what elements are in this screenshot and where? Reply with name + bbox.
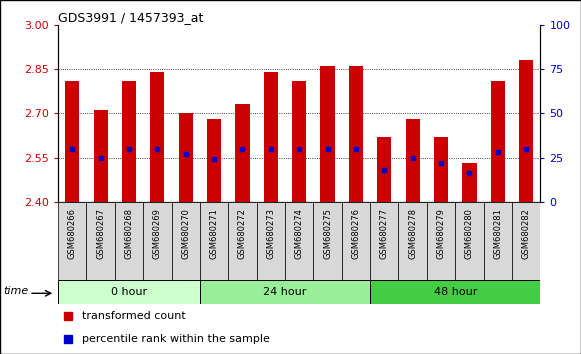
Bar: [65, 81, 80, 202]
Text: GSM680271: GSM680271: [210, 208, 218, 259]
Bar: [512, 202, 540, 280]
Text: GSM680278: GSM680278: [408, 208, 417, 259]
Text: 24 hour: 24 hour: [263, 287, 307, 297]
Bar: [264, 72, 278, 202]
Bar: [370, 280, 540, 304]
Text: GSM680279: GSM680279: [436, 208, 446, 259]
Text: 48 hour: 48 hour: [433, 287, 477, 297]
Bar: [434, 137, 448, 202]
Text: GSM680267: GSM680267: [96, 208, 105, 259]
Bar: [58, 280, 200, 304]
Bar: [491, 81, 505, 202]
Text: GSM680282: GSM680282: [522, 208, 530, 259]
Bar: [87, 202, 115, 280]
Bar: [285, 202, 313, 280]
Bar: [200, 280, 370, 304]
Bar: [377, 137, 392, 202]
Text: 0 hour: 0 hour: [111, 287, 147, 297]
Bar: [462, 164, 476, 202]
Bar: [321, 66, 335, 202]
Bar: [292, 81, 306, 202]
Bar: [313, 202, 342, 280]
Bar: [456, 202, 483, 280]
Bar: [257, 202, 285, 280]
Text: GDS3991 / 1457393_at: GDS3991 / 1457393_at: [58, 11, 203, 24]
Bar: [228, 202, 257, 280]
Text: GSM680269: GSM680269: [153, 208, 162, 259]
Text: GSM680275: GSM680275: [323, 208, 332, 259]
Text: GSM680277: GSM680277: [380, 208, 389, 259]
Text: transformed count: transformed count: [83, 311, 186, 321]
Text: GSM680281: GSM680281: [493, 208, 503, 259]
Bar: [179, 113, 193, 202]
Bar: [58, 202, 87, 280]
Text: GSM680268: GSM680268: [124, 208, 134, 259]
Text: GSM680270: GSM680270: [181, 208, 190, 259]
Bar: [342, 202, 370, 280]
Bar: [171, 202, 200, 280]
Text: GSM680273: GSM680273: [266, 208, 275, 259]
Bar: [427, 202, 456, 280]
Bar: [399, 202, 427, 280]
Bar: [150, 72, 164, 202]
Bar: [519, 60, 533, 202]
Text: percentile rank within the sample: percentile rank within the sample: [83, 334, 270, 344]
Text: GSM680266: GSM680266: [68, 208, 77, 259]
Bar: [370, 202, 399, 280]
Text: GSM680272: GSM680272: [238, 208, 247, 259]
Text: GSM680280: GSM680280: [465, 208, 474, 259]
Bar: [200, 202, 228, 280]
Bar: [406, 119, 419, 202]
Text: time: time: [3, 286, 28, 296]
Bar: [349, 66, 363, 202]
Bar: [483, 202, 512, 280]
Bar: [235, 104, 250, 202]
Text: GSM680276: GSM680276: [352, 208, 360, 259]
Bar: [122, 81, 136, 202]
Bar: [207, 119, 221, 202]
Bar: [143, 202, 171, 280]
Text: GSM680274: GSM680274: [295, 208, 304, 259]
Bar: [115, 202, 143, 280]
Bar: [94, 110, 107, 202]
